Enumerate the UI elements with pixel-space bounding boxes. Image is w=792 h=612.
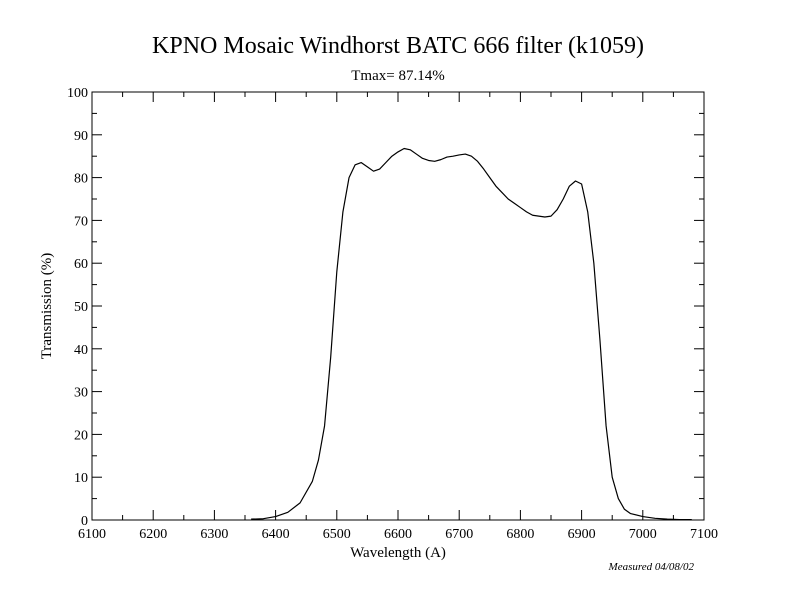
x-tick-label: 6700 [445,527,473,542]
y-tick-label: 80 [74,172,88,187]
y-tick-label: 100 [67,86,88,101]
transmission-curve [251,147,692,521]
plot-frame [91,91,705,521]
chart-title: KPNO Mosaic Windhorst BATC 666 filter (k… [152,33,644,59]
y-tick-label: 10 [74,471,88,486]
x-tick-label: 6400 [262,527,290,542]
x-tick-label: 6800 [506,527,534,542]
y-tick-label: 60 [74,257,88,272]
x-tick-label: 6900 [568,527,596,542]
x-tick-label: 6100 [78,527,106,542]
x-tick-label: 7000 [629,527,657,542]
y-tick-label: 40 [74,343,88,358]
x-tick-label: 7100 [690,527,718,542]
y-tick-label: 50 [74,300,88,315]
y-tick-label: 90 [74,129,88,144]
x-axis-label: Wavelength (A) [350,545,446,561]
y-tick-label: 20 [74,428,88,443]
y-axis: 0 10 20 30 40 50 60 70 80 90 100 [67,86,704,529]
measured-note: Measured 04/08/02 [608,561,695,573]
y-axis-label: Transmission (%) [39,253,55,360]
x-axis: 6100 6200 6300 6400 6500 6600 6700 6800 6900 7000… [78,92,718,542]
x-tick-label: 6500 [323,527,351,542]
y-tick-label: 30 [74,386,88,401]
series-layer [251,147,692,521]
x-tick-label: 6300 [200,527,228,542]
x-tick-label: 6600 [384,527,412,542]
y-tick-label: 70 [74,214,88,229]
y-tick-label: 0 [81,514,88,529]
x-tick-label: 6200 [139,527,167,542]
chart-subtitle: Tmax= 87.14% [351,68,444,84]
